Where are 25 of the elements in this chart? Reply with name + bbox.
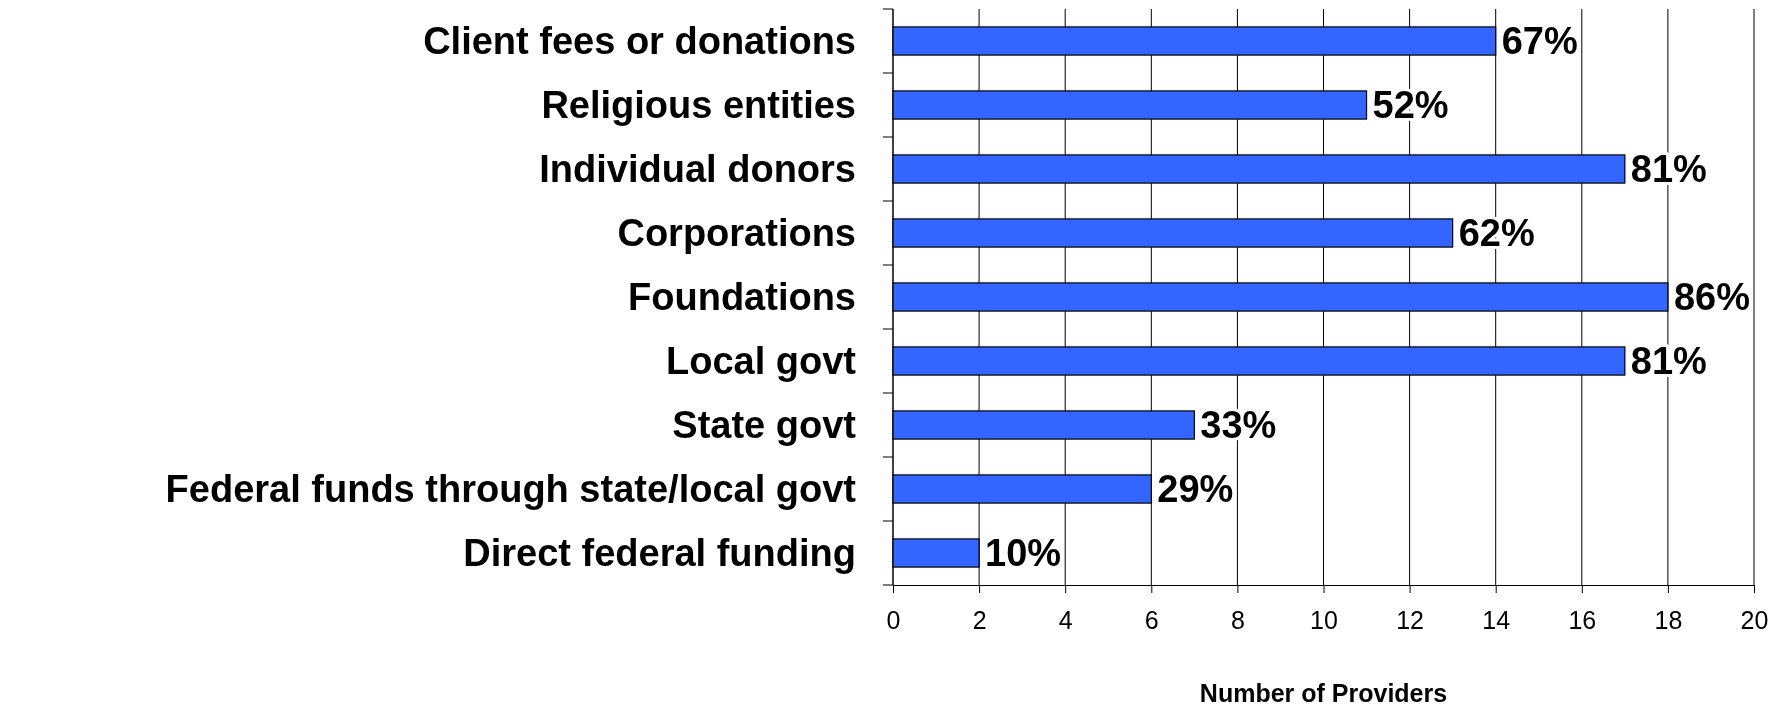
y-tick-label: Local govt: [665, 340, 857, 383]
x-tick-label: 16: [1568, 605, 1597, 634]
annotation: 10%: [985, 532, 1062, 575]
y-tick-label: Individual donors: [539, 148, 856, 191]
x-tick-label: 12: [1396, 605, 1425, 634]
annotation: 29%: [1157, 468, 1234, 511]
x-tick-label: 20: [1740, 605, 1769, 634]
y-tick-label: Federal funds through state/local govt: [165, 468, 857, 511]
annotation: 67%: [1501, 20, 1578, 63]
y-tick-label: Client fees or donations: [423, 20, 856, 63]
x-tick-label: 0: [886, 605, 901, 634]
y-tick-label: Religious entities: [541, 84, 856, 127]
y-tick-label: State govt: [672, 404, 857, 447]
y-tick-label: Corporations: [617, 212, 856, 255]
x-axis-title: Number of Providers: [1199, 679, 1448, 707]
y-tick-label: Foundations: [628, 276, 856, 319]
annotation: 86%: [1673, 276, 1750, 319]
x-tick-label: 6: [1144, 605, 1159, 634]
x-tick-label: 8: [1230, 605, 1245, 634]
x-tick-label: 2: [972, 605, 987, 634]
x-tick-label: 18: [1654, 605, 1683, 634]
x-tick-label: 14: [1482, 605, 1511, 634]
x-tick-label: 10: [1310, 605, 1338, 634]
x-tick-label: 4: [1058, 605, 1073, 634]
y-tick-label: Direct federal funding: [463, 532, 856, 575]
